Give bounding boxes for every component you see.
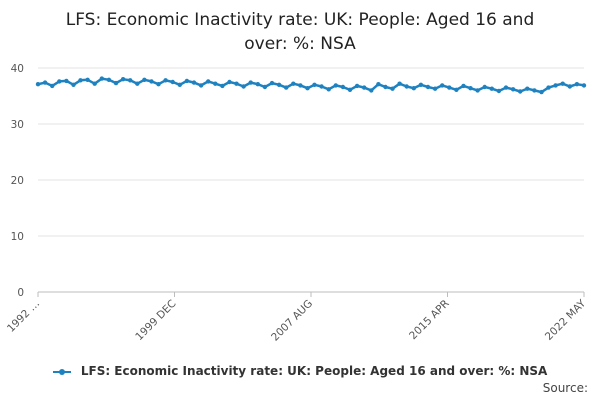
data-point (369, 88, 374, 93)
data-point (213, 81, 218, 86)
data-point (404, 84, 409, 89)
data-point (390, 86, 395, 91)
data-point (553, 83, 558, 88)
data-point (234, 81, 239, 86)
data-point (432, 86, 438, 91)
y-tick-label: 10 (11, 231, 24, 243)
data-point (305, 86, 310, 91)
data-point (269, 80, 275, 86)
data-point (518, 89, 523, 94)
data-point (376, 82, 381, 87)
data-point (425, 84, 431, 90)
data-point (539, 89, 544, 95)
data-point (510, 87, 516, 92)
x-tick-label: 1992 … (5, 298, 42, 335)
legend-label: LFS: Economic Inactivity rate: UK: Peopl… (80, 364, 548, 378)
chart-title: LFS: Economic Inactivity rate: UK: Peopl… (0, 8, 600, 56)
data-point (525, 86, 530, 91)
legend-line-marker-icon (52, 367, 71, 377)
data-point (241, 84, 246, 89)
data-point (262, 84, 268, 90)
data-point (362, 85, 367, 90)
data-point (198, 83, 204, 88)
data-point (482, 84, 487, 90)
data-point (418, 82, 424, 88)
data-point (50, 83, 55, 89)
data-point (503, 85, 509, 90)
data-point (496, 88, 502, 94)
x-tick-label: 2015 APR (407, 298, 451, 342)
data-point (42, 80, 48, 85)
data-point (454, 87, 459, 93)
data-point (85, 77, 90, 83)
data-point (177, 82, 182, 88)
data-point (475, 88, 480, 93)
data-point (163, 78, 168, 83)
y-tick-label: 30 (11, 119, 24, 131)
data-point (120, 77, 126, 82)
data-point (227, 79, 232, 85)
data-point (113, 80, 119, 86)
data-point (560, 81, 565, 86)
data-point (135, 81, 140, 86)
y-tick-label: 40 (11, 63, 24, 75)
data-point (440, 83, 445, 88)
data-point (64, 78, 69, 84)
data-point (255, 82, 260, 87)
data-point (411, 86, 416, 91)
x-tick-label: 2007 AUG (269, 298, 315, 344)
data-point (99, 76, 105, 81)
data-point (92, 81, 97, 86)
data-point (347, 87, 353, 93)
data-point (156, 82, 161, 87)
data-point (35, 82, 41, 87)
data-point (291, 81, 296, 86)
data-point (149, 79, 154, 84)
data-point (191, 80, 197, 85)
y-tick-label: 20 (11, 175, 24, 187)
data-point (71, 82, 76, 88)
data-point (319, 84, 324, 89)
data-point (326, 87, 331, 92)
data-point (532, 88, 537, 93)
data-point (333, 83, 338, 88)
legend[interactable]: LFS: Economic Inactivity rate: UK: Peopl… (0, 364, 600, 378)
data-point (581, 83, 587, 88)
data-point (546, 85, 551, 90)
data-point (142, 77, 147, 83)
data-point (106, 77, 112, 83)
y-tick-label: 0 (17, 287, 24, 299)
data-point (128, 78, 133, 83)
data-point (57, 79, 62, 84)
data-point (468, 86, 473, 91)
data-point (383, 84, 388, 90)
data-point (298, 83, 303, 88)
data-point (574, 82, 580, 87)
series-line (37, 77, 585, 94)
x-tick-label: 2022 MAY (543, 297, 589, 343)
data-point (248, 80, 253, 85)
data-point (489, 86, 494, 91)
chart-title-line-2: over: %: NSA (244, 34, 356, 54)
data-point (184, 78, 190, 84)
data-point (340, 84, 346, 90)
source-label: Source: (542, 381, 588, 395)
data-point (354, 83, 360, 89)
x-tick-label: 1999 DEC (133, 298, 178, 343)
data-point (170, 79, 175, 85)
data-point (220, 83, 225, 89)
data-point (284, 85, 289, 90)
data-point (461, 83, 466, 89)
data-point (312, 82, 317, 88)
data-point (78, 78, 83, 83)
data-point (397, 81, 402, 86)
data-point (276, 82, 282, 88)
chart-title-line-1: LFS: Economic Inactivity rate: UK: Peopl… (65, 10, 535, 30)
data-point (447, 85, 452, 90)
data-point (567, 84, 572, 89)
data-point (206, 79, 211, 84)
